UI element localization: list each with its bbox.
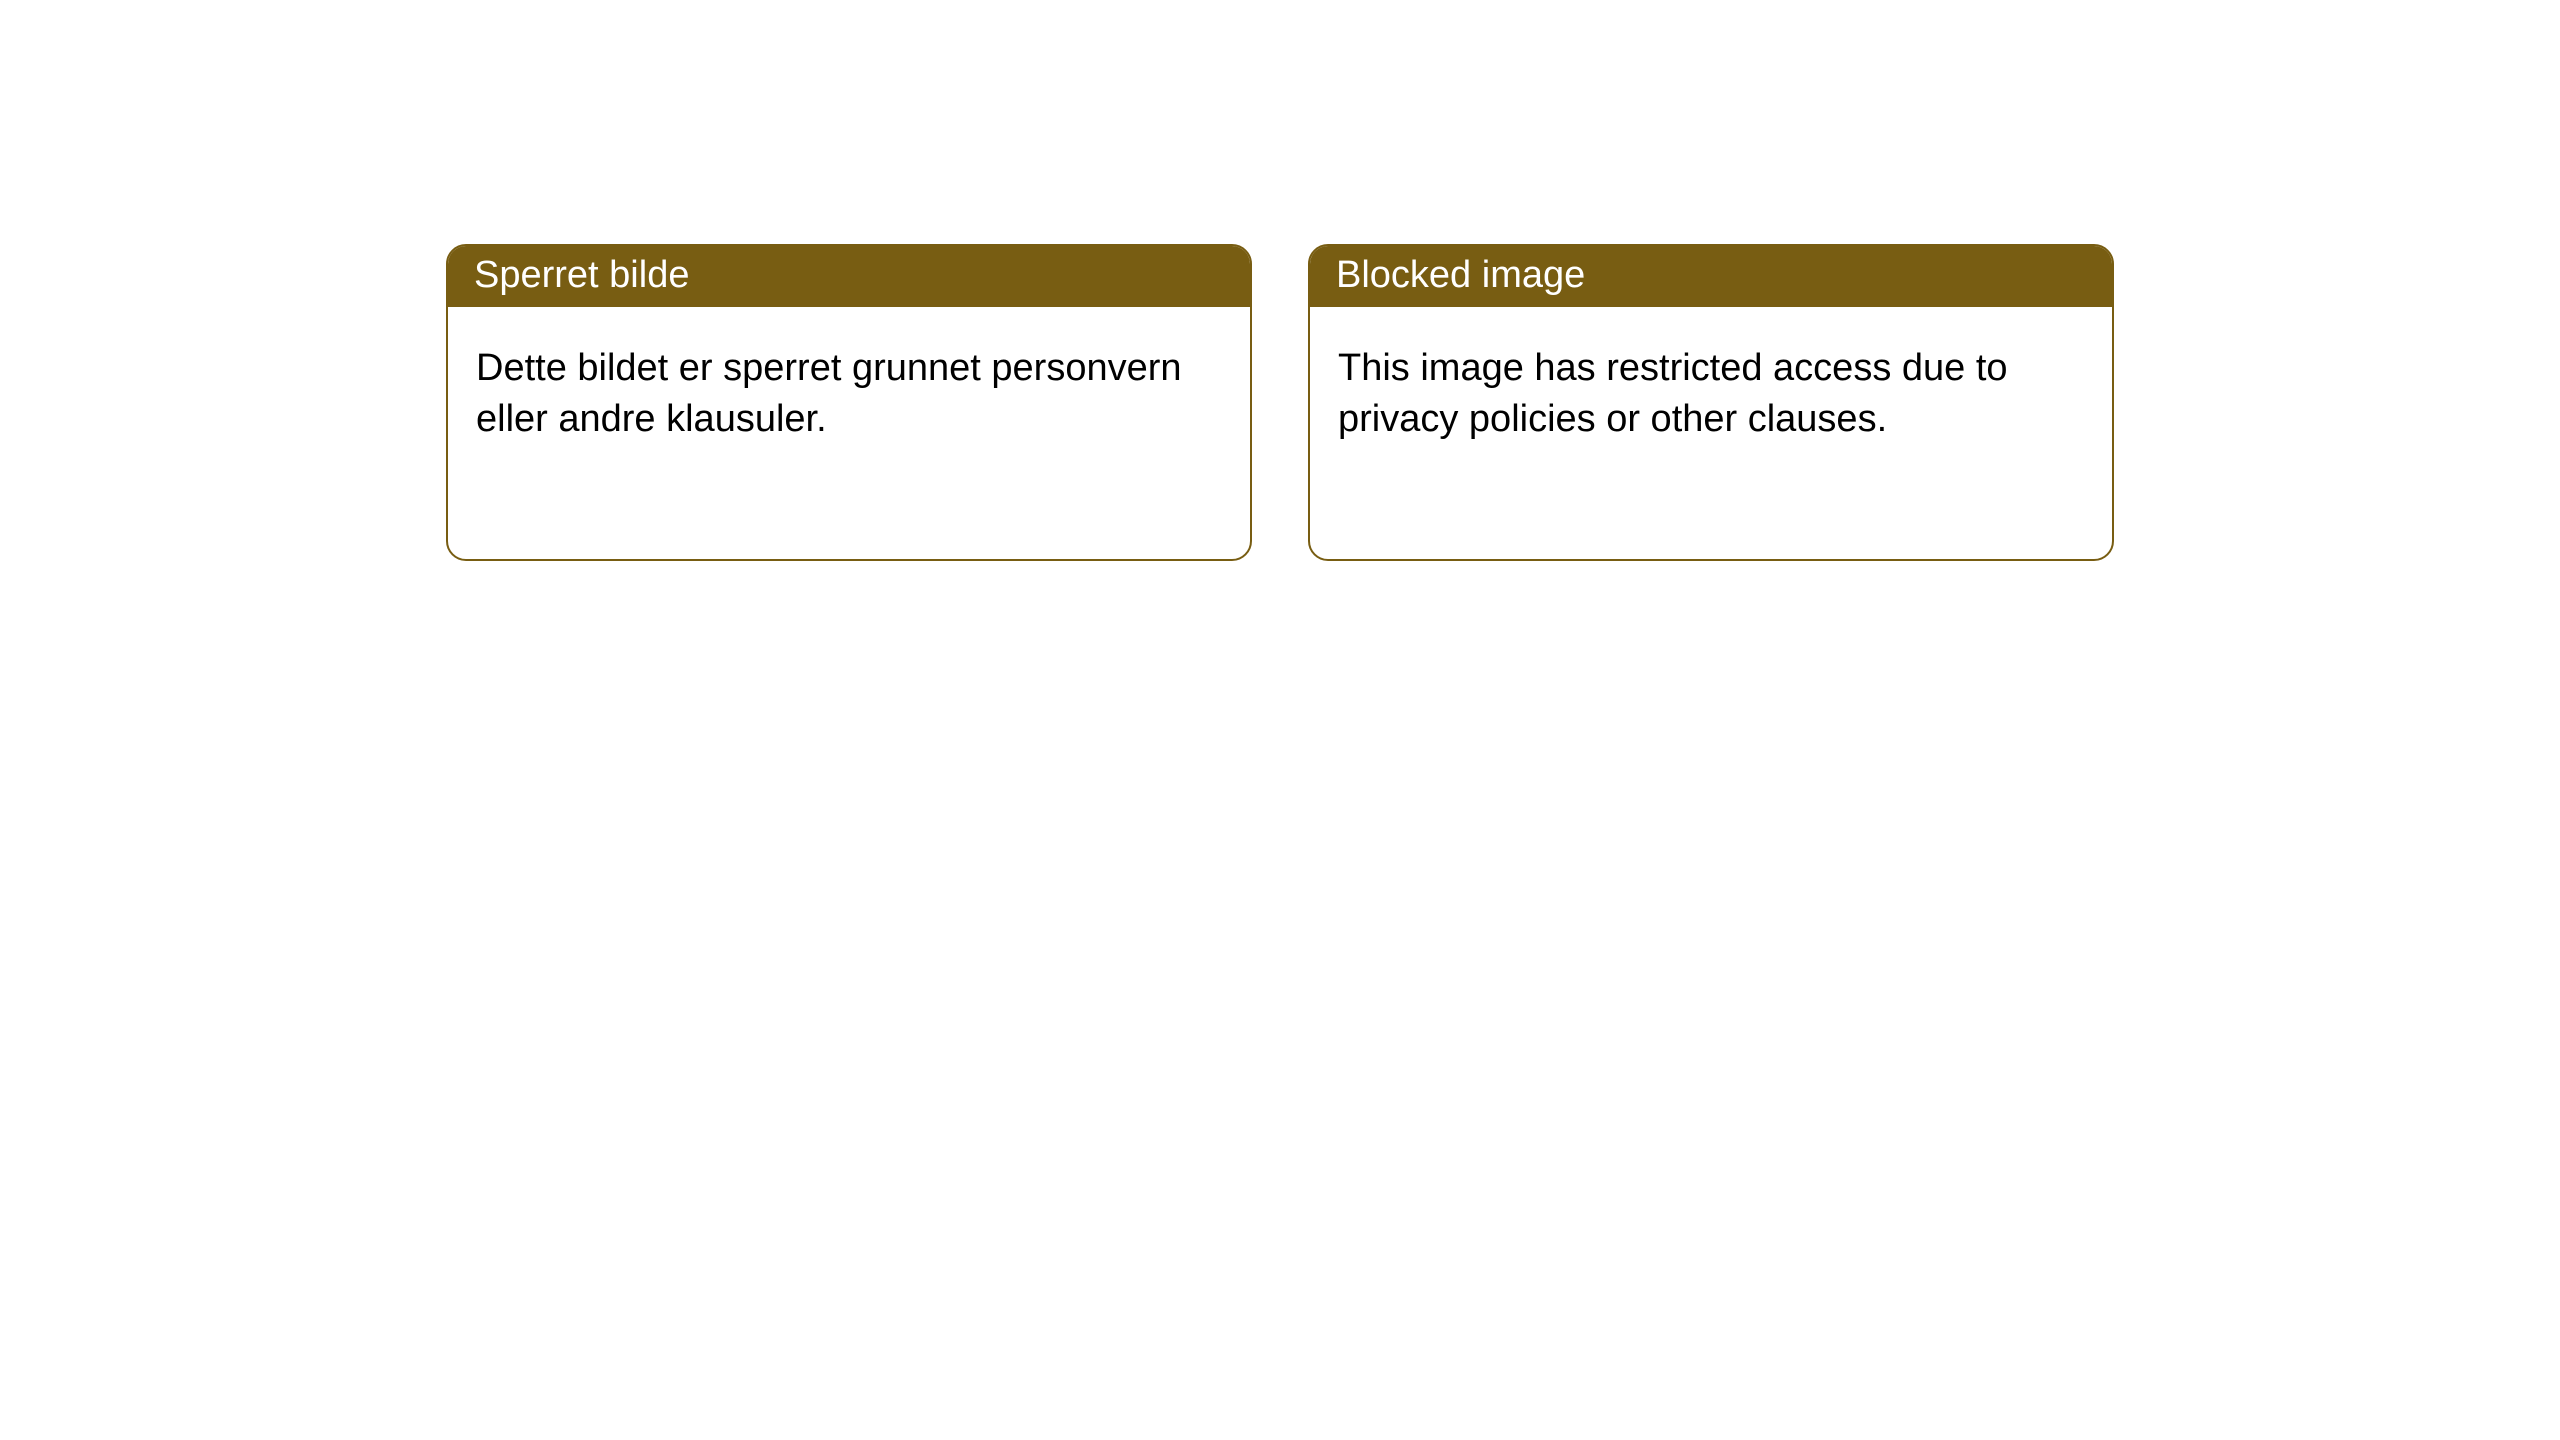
notice-card-norwegian: Sperret bilde Dette bildet er sperret gr… bbox=[446, 244, 1252, 561]
notice-card-title: Sperret bilde bbox=[448, 246, 1250, 307]
notice-card-title: Blocked image bbox=[1310, 246, 2112, 307]
notice-card-body: This image has restricted access due to … bbox=[1310, 307, 2112, 559]
notice-card-english: Blocked image This image has restricted … bbox=[1308, 244, 2114, 561]
notice-card-body: Dette bildet er sperret grunnet personve… bbox=[448, 307, 1250, 559]
notice-container: Sperret bilde Dette bildet er sperret gr… bbox=[0, 0, 2560, 561]
